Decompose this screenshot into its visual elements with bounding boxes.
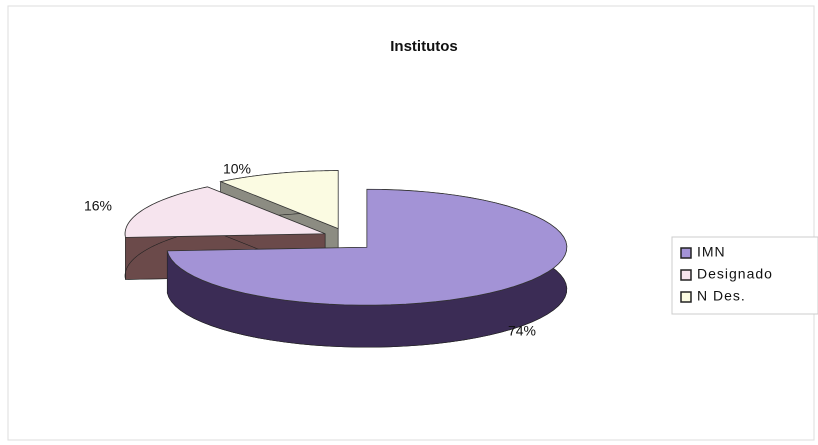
slice-top [166, 188, 568, 306]
data-label: 74% [508, 323, 536, 339]
legend-swatch [680, 291, 692, 303]
legend-label: N Des. [697, 288, 746, 304]
legend-label: Designado [697, 266, 773, 282]
data-label: 16% [84, 198, 112, 214]
legend-swatch [680, 269, 692, 281]
legend-swatch [680, 247, 692, 259]
legend-box [671, 236, 818, 315]
legend-label: IMN [697, 244, 726, 260]
slice-top [124, 186, 326, 238]
data-label: 10% [223, 161, 251, 177]
chart-title: Institutos [390, 38, 458, 55]
slice-top [219, 170, 339, 230]
